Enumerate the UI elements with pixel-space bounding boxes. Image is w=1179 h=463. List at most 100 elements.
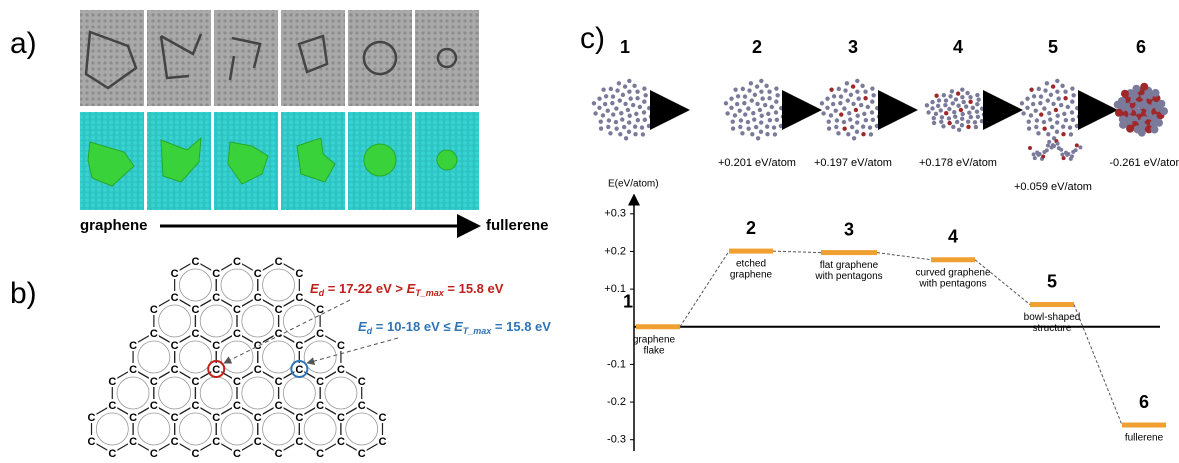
- atom: [1115, 109, 1123, 117]
- atom: [939, 120, 943, 124]
- atom: C: [191, 376, 199, 388]
- atom: [1038, 152, 1042, 156]
- atom: [608, 131, 612, 135]
- atom: [947, 107, 951, 111]
- atom: C: [275, 304, 283, 316]
- atom: [1054, 108, 1058, 112]
- pointer: [224, 300, 350, 363]
- atom: [839, 94, 843, 98]
- atom: [951, 101, 955, 105]
- atom: [1046, 98, 1050, 102]
- atom: [947, 116, 951, 120]
- atom: [957, 128, 961, 132]
- atom: [1045, 81, 1049, 85]
- atom: [847, 111, 851, 115]
- atom: [628, 96, 632, 100]
- atom: [944, 111, 948, 115]
- atom: [597, 106, 601, 110]
- atom: [1041, 154, 1045, 158]
- energy-level: [729, 249, 773, 254]
- atom: [606, 125, 610, 129]
- atom: C: [337, 364, 345, 376]
- atom: [870, 110, 874, 114]
- atom: C: [212, 268, 220, 280]
- energy-level: [821, 250, 877, 255]
- atom: [609, 87, 613, 91]
- atom: [870, 86, 874, 90]
- hexagon: [154, 369, 196, 417]
- atom: [825, 106, 829, 110]
- atom: [850, 125, 854, 129]
- panel-label: c): [580, 22, 605, 55]
- hexagon: [112, 369, 154, 417]
- atom: [781, 114, 785, 118]
- atom: [623, 84, 627, 88]
- atom: [934, 112, 938, 116]
- atom: [614, 106, 618, 110]
- atom: [739, 118, 743, 122]
- atom: [1059, 103, 1063, 107]
- atom: [1039, 112, 1043, 116]
- end-label: fullerene: [486, 217, 549, 234]
- level-number: 2: [746, 218, 756, 238]
- atom: [1114, 101, 1122, 109]
- atom: C: [191, 328, 199, 340]
- atom: C: [295, 364, 303, 376]
- atom: [620, 117, 624, 121]
- atom: [729, 106, 733, 110]
- atom: [758, 108, 762, 112]
- atom: [1063, 90, 1067, 94]
- atom: [1028, 146, 1032, 150]
- atom: [1021, 111, 1025, 115]
- energy-label: +0.059 eV/atom: [1014, 181, 1092, 193]
- level-label: graphene: [730, 270, 773, 281]
- atom: [1078, 100, 1082, 104]
- atom: [821, 111, 825, 115]
- atom: [768, 118, 772, 122]
- hexagon: [279, 297, 321, 345]
- atom: [1020, 101, 1024, 105]
- annotation: Ed = 17-22 eV > ET_max = 15.8 eV: [310, 281, 504, 298]
- atom: [1029, 87, 1033, 91]
- atom: [642, 86, 646, 90]
- atom: [1082, 109, 1086, 113]
- atom: [1031, 102, 1035, 106]
- atom: [1062, 112, 1066, 116]
- atom: [845, 81, 849, 85]
- atom: [961, 112, 965, 116]
- atom: [1046, 144, 1050, 148]
- atom: C: [129, 436, 137, 448]
- atom: [740, 131, 744, 135]
- atom: [870, 99, 874, 103]
- atom: [774, 99, 778, 103]
- atom: [925, 103, 929, 107]
- atom: [749, 81, 753, 85]
- atom: C: [275, 328, 283, 340]
- tem-image: [147, 10, 211, 106]
- atom: [1126, 125, 1134, 133]
- atom: [643, 118, 647, 122]
- atom: [882, 109, 886, 113]
- annotation-part: E: [407, 281, 416, 296]
- tem-image: [214, 10, 278, 106]
- atom: [779, 106, 783, 110]
- atom: C: [254, 292, 262, 304]
- atom: [751, 111, 755, 115]
- atom: [1069, 132, 1073, 136]
- atom: [871, 118, 875, 122]
- atom: C: [171, 436, 179, 448]
- atom: C: [254, 340, 262, 352]
- atom: [974, 125, 978, 129]
- atom: [622, 125, 626, 129]
- atom: [948, 94, 952, 98]
- hexagon: [175, 261, 217, 309]
- atom: [779, 124, 783, 128]
- atom: C: [316, 304, 324, 316]
- atom: [1043, 88, 1047, 92]
- atom: [775, 93, 779, 97]
- atom: [1034, 108, 1038, 112]
- annotation-part: = 15.8 eV: [491, 319, 551, 334]
- tem-image: [281, 10, 345, 106]
- atom: C: [150, 400, 158, 412]
- atom: [738, 125, 742, 129]
